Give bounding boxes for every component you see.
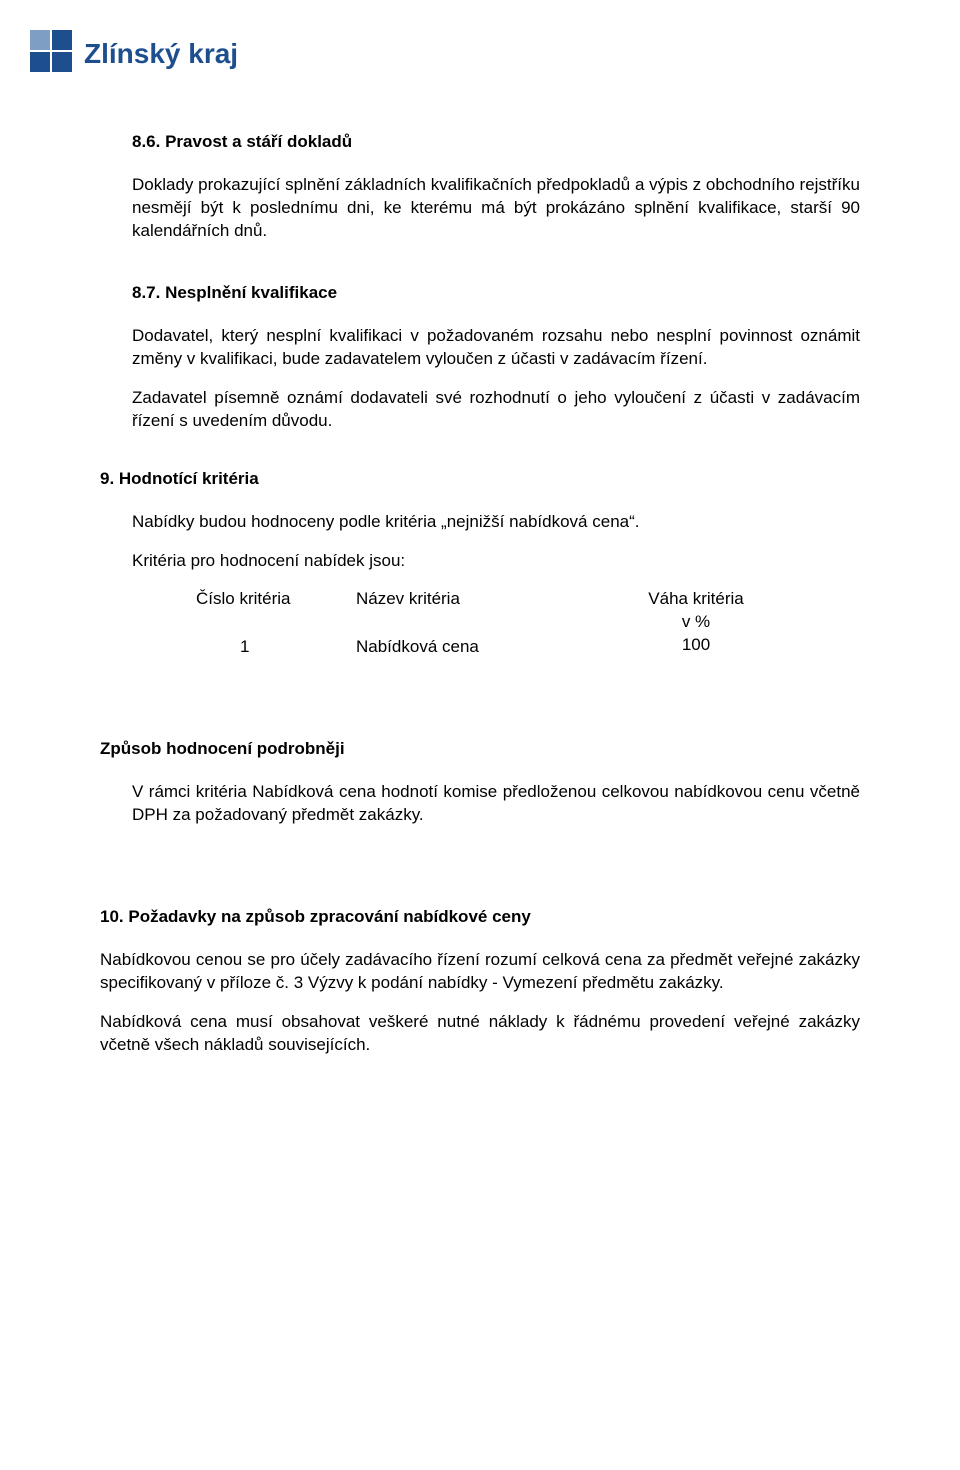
table-header-cell: Váha kritéria xyxy=(616,588,776,611)
criteria-table: Číslo kritéria Název kritéria Váha krité… xyxy=(196,588,860,659)
table-cell xyxy=(196,611,356,634)
logo-square xyxy=(52,30,72,50)
paragraph: Nabídky budou hodnoceny podle kritéria „… xyxy=(132,511,860,534)
table-header-cell: Číslo kritéria xyxy=(196,588,356,611)
paragraph: Dodavatel, který nesplní kvalifikaci v p… xyxy=(132,325,860,371)
table-header-cell: v % xyxy=(616,611,776,634)
heading-8-6: 8.6. Pravost a stáří dokladů xyxy=(132,132,860,152)
heading-10: 10. Požadavky na způsob zpracování nabíd… xyxy=(100,907,860,927)
logo-square xyxy=(52,52,72,72)
heading-9: 9. Hodnotící kritéria xyxy=(100,469,860,489)
paragraph: V rámci kritéria Nabídková cena hodnotí … xyxy=(132,781,860,827)
table-header-row-2: v % xyxy=(196,611,860,634)
paragraph: Nabídková cena musí obsahovat veškeré nu… xyxy=(100,1011,860,1057)
table-header-cell: Název kritéria xyxy=(356,588,616,611)
paragraph: Nabídkovou cenou se pro účely zadávacího… xyxy=(100,949,860,995)
paragraph: Zadavatel písemně oznámí dodavateli své … xyxy=(132,387,860,433)
table-cell: Nabídková cena xyxy=(356,634,616,659)
heading-8-7: 8.7. Nesplnění kvalifikace xyxy=(132,283,860,303)
heading-method: Způsob hodnocení podrobněji xyxy=(100,739,860,759)
paragraph: Kritéria pro hodnocení nabídek jsou: xyxy=(132,550,860,573)
table-header-row: Číslo kritéria Název kritéria Váha krité… xyxy=(196,588,860,611)
table-cell: 100 xyxy=(616,634,776,659)
paragraph: Doklady prokazující splnění základních k… xyxy=(132,174,860,243)
logo-square xyxy=(30,52,50,72)
logo-mark xyxy=(30,30,72,72)
table-row: 1 Nabídková cena 100 xyxy=(196,634,860,659)
logo-text: Zlínský kraj xyxy=(84,38,238,72)
logo: Zlínský kraj xyxy=(30,30,860,72)
logo-square xyxy=(30,30,50,50)
table-cell xyxy=(356,611,616,634)
table-cell: 1 xyxy=(196,634,356,659)
